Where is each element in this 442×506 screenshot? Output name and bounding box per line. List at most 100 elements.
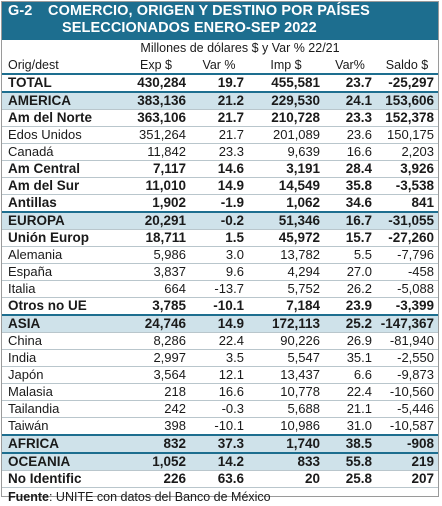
exports-change: 14.2 bbox=[190, 452, 248, 471]
imports-value: 45,972 bbox=[248, 229, 324, 247]
row-name: AFRICA bbox=[2, 434, 122, 454]
imports-change: 16.6 bbox=[324, 143, 376, 161]
balance-value: -3,538 bbox=[376, 177, 438, 195]
balance-value: -10,560 bbox=[376, 383, 438, 401]
imports-value: 229,530 bbox=[248, 91, 324, 110]
imports-value: 5,752 bbox=[248, 280, 324, 298]
imports-change: 25.2 bbox=[324, 314, 376, 333]
source-label: Fuente bbox=[8, 490, 49, 504]
imports-change: 6.6 bbox=[324, 366, 376, 384]
col-header-exports: Exp $ bbox=[122, 57, 190, 75]
imports-value: 833 bbox=[248, 452, 324, 471]
imports-value: 201,089 bbox=[248, 126, 324, 144]
row-name: EUROPA bbox=[2, 211, 122, 230]
row-name: Canadá bbox=[2, 143, 122, 161]
balance-value: 2,203 bbox=[376, 143, 438, 161]
exports-change: -13.7 bbox=[190, 280, 248, 298]
exports-value: 20,291 bbox=[122, 211, 190, 230]
imports-value: 9,639 bbox=[248, 143, 324, 161]
imports-change: 27.0 bbox=[324, 263, 376, 281]
row-name: Am del Norte bbox=[2, 109, 122, 127]
balance-value: 153,606 bbox=[376, 91, 438, 110]
title-text-1: COMERCIO, ORIGEN Y DESTINO POR PAÍSES bbox=[48, 3, 370, 19]
balance-value: -27,260 bbox=[376, 229, 438, 247]
exports-change: -1.9 bbox=[190, 194, 248, 213]
balance-value: -81,940 bbox=[376, 332, 438, 350]
imports-change: 35.1 bbox=[324, 349, 376, 367]
table-row: No Identific 226 63.6 20 25.8 207 bbox=[2, 470, 438, 488]
imports-change: 5.5 bbox=[324, 246, 376, 264]
row-name: Alemania bbox=[2, 246, 122, 264]
exports-change: 14.6 bbox=[190, 160, 248, 178]
imports-value: 455,581 bbox=[248, 74, 324, 93]
col-header-exports-change: Var % bbox=[190, 57, 248, 75]
exports-change: 21.7 bbox=[190, 109, 248, 127]
imports-value: 7,184 bbox=[248, 297, 324, 316]
title-line-2: SELECCIONADOS ENERO-SEP 2022 bbox=[62, 20, 317, 36]
table-row: OCEANIA 1,052 14.2 833 55.8 219 bbox=[2, 452, 438, 471]
exports-value: 218 bbox=[122, 383, 190, 401]
balance-value: -5,446 bbox=[376, 400, 438, 418]
exports-value: 18,711 bbox=[122, 229, 190, 247]
exports-change: 37.3 bbox=[190, 434, 248, 454]
exports-value: 398 bbox=[122, 417, 190, 436]
row-name: Taiwán bbox=[2, 417, 122, 436]
table-row: AFRICA 832 37.3 1,740 38.5 -908 bbox=[2, 434, 438, 454]
imports-value: 90,226 bbox=[248, 332, 324, 350]
imports-change: 23.7 bbox=[324, 74, 376, 93]
imports-value: 51,346 bbox=[248, 211, 324, 230]
imports-change: 23.3 bbox=[324, 109, 376, 127]
balance-value: -5,088 bbox=[376, 280, 438, 298]
exports-value: 226 bbox=[122, 470, 190, 488]
row-name: Malasia bbox=[2, 383, 122, 401]
exports-value: 7,117 bbox=[122, 160, 190, 178]
exports-change: -0.3 bbox=[190, 400, 248, 418]
row-name: Italia bbox=[2, 280, 122, 298]
table-row: España 3,837 9.6 4,294 27.0 -458 bbox=[2, 263, 438, 281]
balance-value: -31,055 bbox=[376, 211, 438, 230]
exports-change: 14.9 bbox=[190, 314, 248, 333]
imports-value: 5,547 bbox=[248, 349, 324, 367]
exports-value: 11,842 bbox=[122, 143, 190, 161]
imports-value: 1,062 bbox=[248, 194, 324, 213]
table-row: Antillas 1,902 -1.9 1,062 34.6 841 bbox=[2, 194, 438, 213]
table-row: ASIA 24,746 14.9 172,113 25.2 -147,367 bbox=[2, 314, 438, 333]
exports-value: 11,010 bbox=[122, 177, 190, 195]
exports-value: 430,284 bbox=[122, 74, 190, 93]
row-name: India bbox=[2, 349, 122, 367]
col-header-origin: Orig/dest bbox=[2, 57, 122, 75]
source-note: Fuente: UNITE con datos del Banco de Méx… bbox=[2, 488, 438, 506]
imports-value: 172,113 bbox=[248, 314, 324, 333]
balance-value: -25,297 bbox=[376, 74, 438, 93]
table-row: Edos Unidos 351,264 21.7 201,089 23.6 150,175 bbox=[2, 126, 438, 144]
exports-change: -0.2 bbox=[190, 211, 248, 230]
exports-value: 3,564 bbox=[122, 366, 190, 384]
row-name: España bbox=[2, 263, 122, 281]
balance-value: 219 bbox=[376, 452, 438, 471]
imports-change: 16.7 bbox=[324, 211, 376, 230]
imports-change: 28.4 bbox=[324, 160, 376, 178]
exports-value: 664 bbox=[122, 280, 190, 298]
balance-value: -7,796 bbox=[376, 246, 438, 264]
exports-value: 1,052 bbox=[122, 452, 190, 471]
imports-value: 10,986 bbox=[248, 417, 324, 436]
exports-change: 21.2 bbox=[190, 91, 248, 110]
title-line-1: G-2 COMERCIO, ORIGEN Y DESTINO POR PAÍSES bbox=[8, 3, 432, 20]
balance-value: -2,550 bbox=[376, 349, 438, 367]
imports-change: 35.8 bbox=[324, 177, 376, 195]
table-row: Italia 664 -13.7 5,752 26.2 -5,088 bbox=[2, 280, 438, 298]
title-banner: G-2 COMERCIO, ORIGEN Y DESTINO POR PAÍSES… bbox=[2, 2, 438, 40]
row-name: Am del Sur bbox=[2, 177, 122, 195]
exports-change: 3.0 bbox=[190, 246, 248, 264]
row-name: AMERICA bbox=[2, 91, 122, 110]
row-name: Am Central bbox=[2, 160, 122, 178]
imports-change: 23.6 bbox=[324, 126, 376, 144]
trade-table: Orig/dest Exp $ Var % Imp $ Var% Saldo $… bbox=[2, 57, 438, 488]
balance-value: 207 bbox=[376, 470, 438, 488]
table-row: Alemania 5,986 3.0 13,782 5.5 -7,796 bbox=[2, 246, 438, 264]
table-row: Japón 3,564 12.1 13,437 6.6 -9,873 bbox=[2, 366, 438, 384]
imports-change: 22.4 bbox=[324, 383, 376, 401]
col-header-balance: Saldo $ bbox=[376, 57, 438, 75]
table-row: Am Central 7,117 14.6 3,191 28.4 3,926 bbox=[2, 160, 438, 178]
exports-value: 383,136 bbox=[122, 91, 190, 110]
